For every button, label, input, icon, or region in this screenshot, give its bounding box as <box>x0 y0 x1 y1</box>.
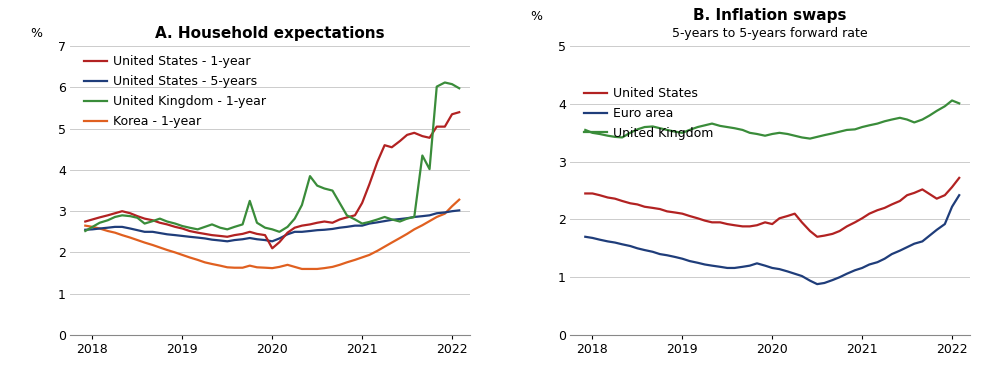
United States - 5-years <box>356 223 368 228</box>
United States <box>856 216 868 221</box>
United States - 1-year <box>356 201 368 205</box>
Korea - 1-year <box>296 267 308 271</box>
United States - 1-year <box>334 217 346 222</box>
United States <box>811 234 823 239</box>
United Kingdom <box>692 125 704 129</box>
United Kingdom <box>953 101 965 105</box>
United Kingdom <box>699 123 711 128</box>
Korea - 1-year <box>199 260 211 264</box>
Korea - 1-year <box>161 248 173 252</box>
Korea - 1-year <box>79 223 91 228</box>
United Kingdom - 1-year <box>79 229 91 233</box>
Text: B. Inflation swaps: B. Inflation swaps <box>693 8 847 23</box>
United States <box>699 218 711 223</box>
Korea - 1-year <box>192 258 204 262</box>
Euro area <box>661 253 673 258</box>
United Kingdom <box>579 128 591 132</box>
Line: Korea - 1-year: Korea - 1-year <box>85 200 459 269</box>
Korea - 1-year <box>446 204 458 209</box>
Text: %: % <box>30 27 42 40</box>
United States <box>946 185 958 189</box>
Euro area <box>811 282 823 286</box>
Line: Euro area: Euro area <box>585 195 959 284</box>
United Kingdom - 1-year <box>446 82 458 87</box>
Korea - 1-year <box>334 263 346 267</box>
United States - 5-years <box>161 232 173 237</box>
Text: %: % <box>530 10 542 23</box>
United States - 5-years <box>192 235 204 240</box>
United States - 5-years <box>199 236 211 241</box>
United States - 5-years <box>79 228 91 232</box>
Euro area <box>946 204 958 209</box>
United Kingdom - 1-year <box>334 201 346 205</box>
United States <box>834 229 846 233</box>
United States <box>579 191 591 196</box>
Line: United States: United States <box>585 178 959 237</box>
United States - 1-year <box>192 230 204 235</box>
United States - 1-year <box>161 222 173 227</box>
United States - 1-year <box>446 112 458 117</box>
United States - 1-year <box>266 246 278 251</box>
United Kingdom <box>834 129 846 134</box>
Line: United Kingdom - 1-year: United Kingdom - 1-year <box>85 82 459 232</box>
United States - 1-year <box>79 219 91 224</box>
Text: 5-years to 5-years forward rate: 5-years to 5-years forward rate <box>672 27 868 40</box>
United Kingdom <box>856 125 868 129</box>
United Kingdom - 1-year <box>199 224 211 229</box>
Legend: United States - 1-year, United States - 5-years, United Kingdom - 1-year, Korea : United States - 1-year, United States - … <box>84 55 266 128</box>
United States - 1-year <box>453 110 465 114</box>
Euro area <box>699 262 711 267</box>
Legend: United States, Euro area, United Kingdom: United States, Euro area, United Kingdom <box>584 87 713 140</box>
United Kingdom - 1-year <box>453 86 465 90</box>
Korea - 1-year <box>356 255 368 260</box>
United Kingdom <box>946 98 958 103</box>
United States - 5-years <box>446 209 458 214</box>
Line: United States - 1-year: United States - 1-year <box>85 112 459 248</box>
United States - 5-years <box>221 239 233 244</box>
United Kingdom <box>661 128 673 132</box>
Line: United States - 5-years: United States - 5-years <box>85 210 459 241</box>
Euro area <box>579 234 591 239</box>
United States <box>953 176 965 180</box>
Title: A. Household expectations: A. Household expectations <box>155 26 385 41</box>
Euro area <box>834 275 846 280</box>
United Kingdom <box>804 136 816 141</box>
United Kingdom <box>939 104 951 109</box>
Euro area <box>692 260 704 265</box>
United States - 5-years <box>334 225 346 230</box>
United Kingdom - 1-year <box>356 221 368 226</box>
United Kingdom - 1-year <box>192 227 204 232</box>
United Kingdom - 1-year <box>273 229 285 234</box>
United States <box>661 209 673 214</box>
Euro area <box>953 193 965 198</box>
Euro area <box>856 266 868 270</box>
Line: United Kingdom: United Kingdom <box>585 100 959 139</box>
United States - 1-year <box>199 231 211 236</box>
United Kingdom - 1-year <box>161 219 173 224</box>
United States - 5-years <box>453 208 465 213</box>
United States <box>692 216 704 221</box>
United Kingdom - 1-year <box>439 80 451 85</box>
Korea - 1-year <box>453 198 465 202</box>
